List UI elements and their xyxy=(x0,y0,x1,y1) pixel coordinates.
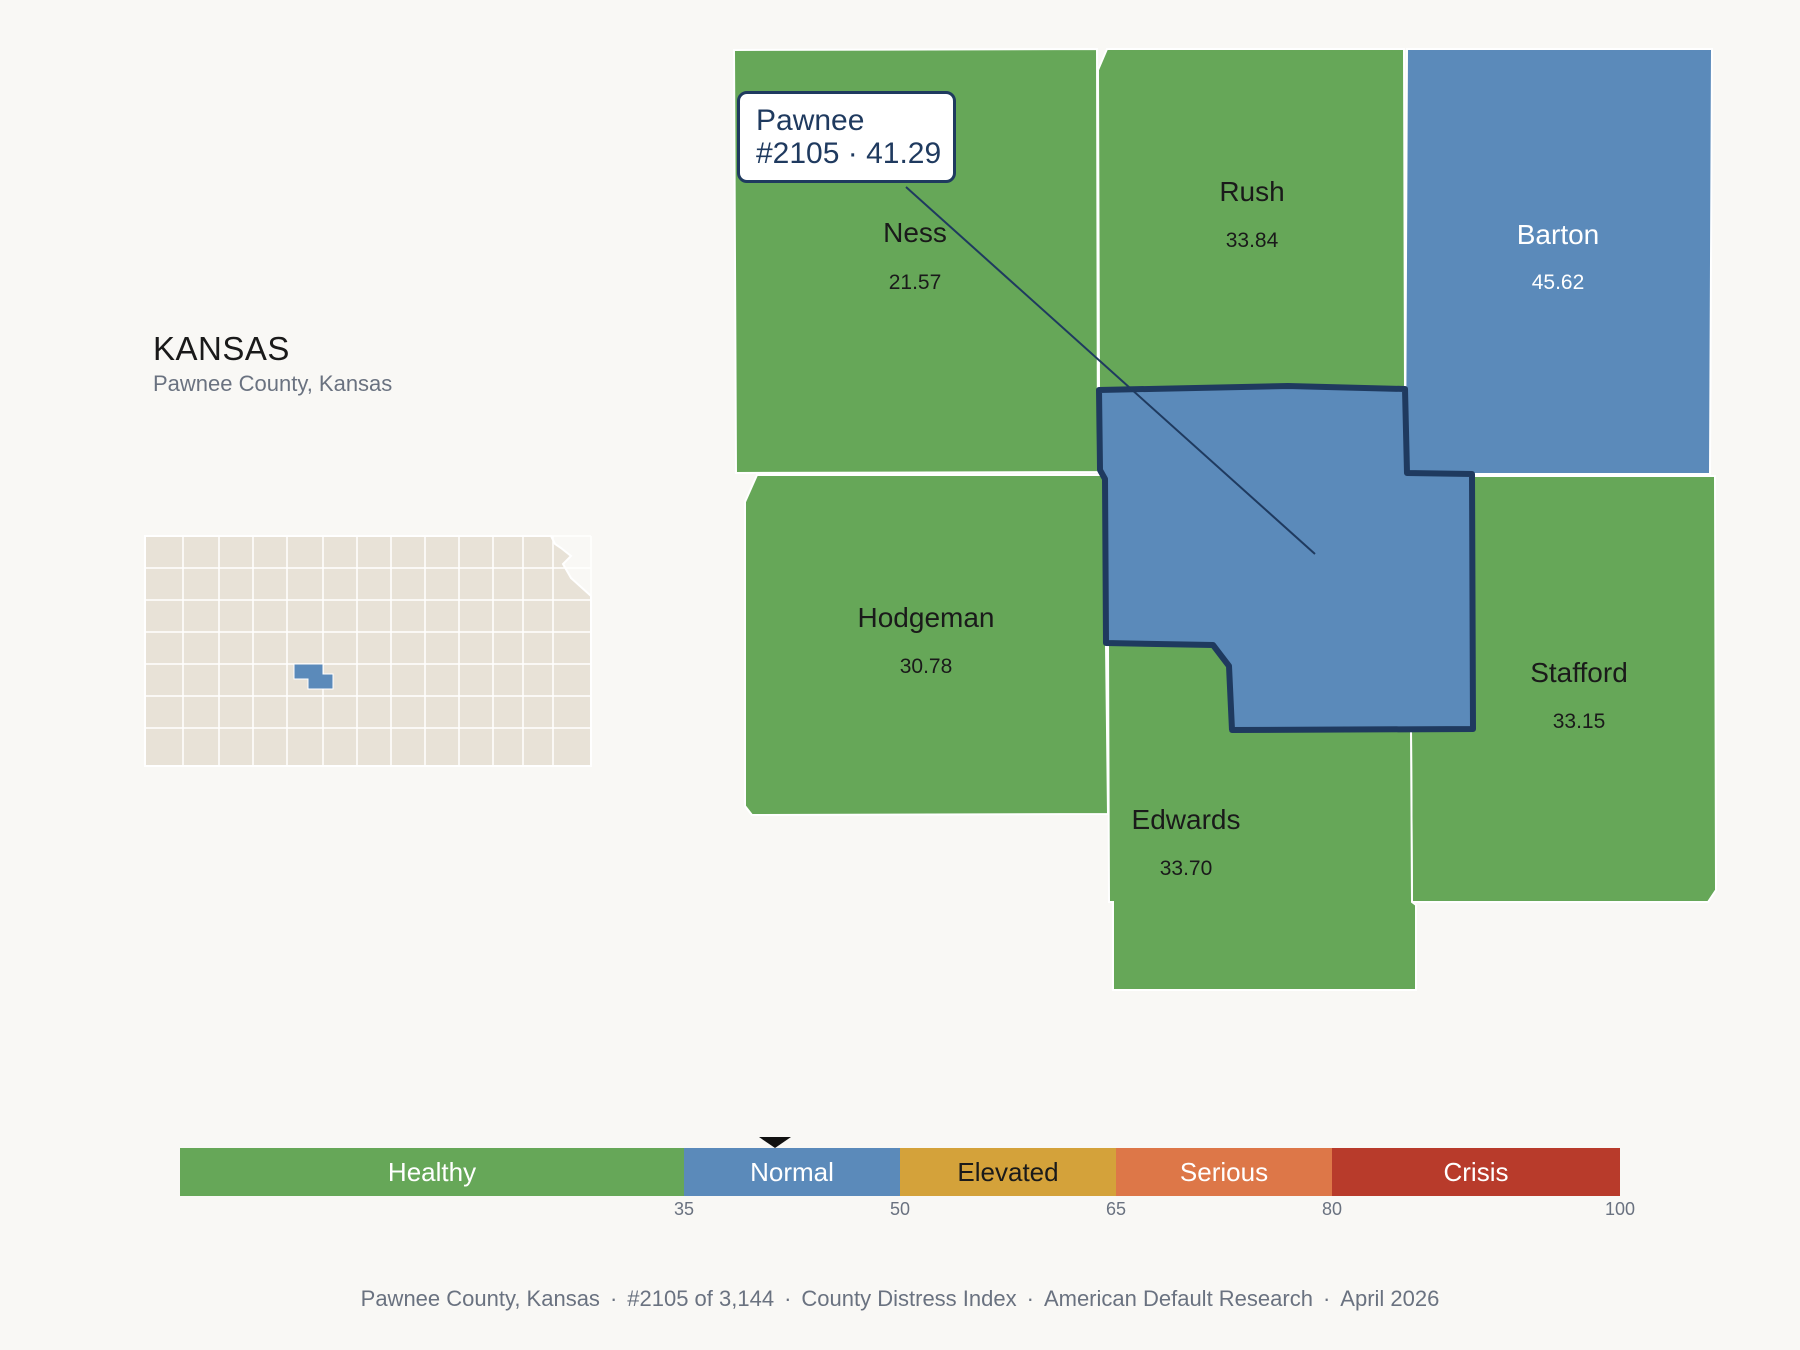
tooltip-rank-score: #2105 · 41.29 xyxy=(756,137,942,170)
county-map: Ness 21.57 Rush 33.84 Barton 45.62 Hodge… xyxy=(732,47,1718,991)
state-title: KANSAS xyxy=(153,330,290,367)
legend-tick-50: 50 xyxy=(889,1199,911,1219)
county-value-hodgeman: 30.78 xyxy=(900,655,953,678)
inset-county-grid xyxy=(144,535,592,767)
footer-rank: #2105 of 3,144 xyxy=(627,1286,775,1311)
county-shape-barton xyxy=(1403,48,1714,475)
legend-tick-100: 100 xyxy=(1604,1199,1636,1219)
county-tooltip: Pawnee #2105 · 41.29 xyxy=(737,91,956,183)
legend-segment-elevated: Elevated xyxy=(900,1148,1116,1196)
tooltip-county-name: Pawnee xyxy=(756,104,865,137)
county-value-ness: 21.57 xyxy=(889,271,942,294)
footer-county: Pawnee County, Kansas xyxy=(360,1286,600,1311)
county-value-barton: 45.62 xyxy=(1532,271,1585,294)
legend-tick-35: 35 xyxy=(673,1199,695,1219)
state-subtitle: Pawnee County, Kansas xyxy=(153,371,393,396)
footer-source: American Default Research xyxy=(1043,1286,1313,1311)
legend-tick-65: 65 xyxy=(1105,1199,1127,1219)
tooltip-leader-line xyxy=(905,186,1316,555)
county-shape-hodgeman xyxy=(744,474,1110,817)
legend-segment-serious: Serious xyxy=(1116,1148,1332,1196)
footer: Pawnee County, Kansas · #2105 of 3,144 · Cou… xyxy=(360,1286,1440,1311)
legend-segment-healthy: Healthy xyxy=(180,1148,684,1196)
county-shape-pawnee xyxy=(1096,383,1476,733)
county-hodgeman[interactable]: Hodgeman 30.78 xyxy=(744,474,1110,817)
legend-tick-80: 80 xyxy=(1321,1199,1343,1219)
inset-grid-lines xyxy=(144,535,592,767)
county-pawnee[interactable] xyxy=(1096,383,1476,733)
county-name-hodgeman: Hodgeman xyxy=(858,602,995,633)
legend-segment-normal: Normal xyxy=(684,1148,900,1196)
kansas-inset-map xyxy=(144,535,592,767)
distress-legend-bar: Healthy Normal Elevated Serious Crisis xyxy=(180,1148,1620,1196)
county-name-rush: Rush xyxy=(1219,176,1284,207)
county-barton[interactable]: Barton 45.62 xyxy=(1403,48,1714,475)
footer-date: April 2026 xyxy=(1340,1286,1440,1311)
county-stafford[interactable]: Stafford 33.15 xyxy=(1409,475,1718,903)
legend-segment-crisis: Crisis xyxy=(1332,1148,1620,1196)
inset-pawnee-county xyxy=(293,663,334,690)
county-value-stafford: 33.15 xyxy=(1553,710,1606,733)
county-name-stafford: Stafford xyxy=(1530,657,1628,688)
current-value-marker xyxy=(759,1137,791,1148)
county-value-rush: 33.84 xyxy=(1226,229,1279,252)
county-rush[interactable]: Rush 33.84 xyxy=(1096,48,1407,391)
county-value-edwards: 33.70 xyxy=(1160,857,1213,880)
county-name-ness: Ness xyxy=(883,217,947,248)
county-shape-rush xyxy=(1096,48,1407,391)
county-name-barton: Barton xyxy=(1517,219,1600,250)
footer-index: County Distress Index xyxy=(801,1286,1017,1311)
county-name-edwards: Edwards xyxy=(1132,804,1241,835)
